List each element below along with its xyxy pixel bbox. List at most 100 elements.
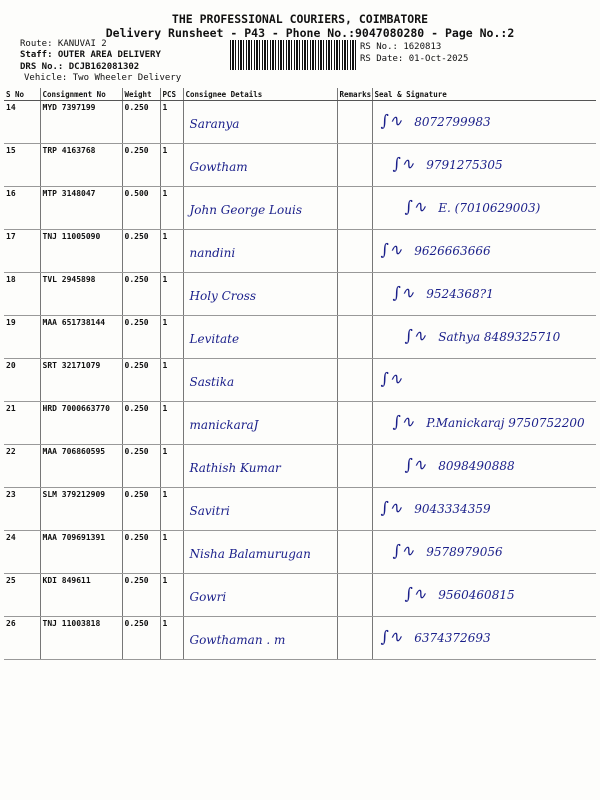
cell-signature: ∫∿ 6374372693 [371,616,596,660]
handwritten-signature: 6374372693 [414,631,491,645]
cell-sno: 17 [4,229,40,273]
cell-cn: SRT 32171079 [39,358,122,402]
cell-pcs: 1 [159,143,183,187]
cell-sno: 18 [4,272,40,316]
cell-sno: 25 [4,573,40,617]
handwritten-consignee: Sastika [189,375,235,389]
cell-signature: ∫∿ 9524368?1 [371,272,596,316]
cell-pcs: 1 [159,315,183,359]
cell-weight: 0.250 [121,616,160,660]
handwritten-signature: 9524368?1 [426,287,494,301]
cell-signature: ∫∿ 9791275305 [371,143,596,187]
cell-remarks [336,444,372,488]
cell-pcs: 1 [159,229,183,273]
cell-pcs: 1 [159,272,183,316]
signature-scribble-icon: ∫∿ [380,240,403,259]
cell-consignee: Holy Cross [182,272,337,316]
cell-signature: ∫∿ 9560460815 [371,573,596,617]
cell-signature: ∫∿ Sathya 8489325710 [371,315,596,359]
handwritten-consignee: Gowtham [189,160,248,174]
signature-scribble-icon: ∫∿ [380,111,403,130]
cell-pcs: 1 [159,616,183,660]
cell-cn: MAA 651738144 [39,315,122,359]
cell-weight: 0.250 [121,530,160,574]
cell-signature: ∫∿ 8072799983 [371,100,596,144]
cell-remarks [336,315,372,359]
handwritten-consignee: manickaraJ [189,418,259,432]
cell-sno: 24 [4,530,40,574]
cell-cn: MAA 709691391 [39,530,122,574]
cell-weight: 0.500 [121,186,160,230]
table-row: 18 TVL 2945898 0.250 1 Holy Cross ∫∿ 9524368?1 [4,272,596,316]
cell-consignee: John George Louis [182,186,337,230]
signature-scribble-icon: ∫∿ [392,154,415,173]
cell-weight: 0.250 [121,573,160,617]
cell-pcs: 1 [159,444,183,488]
cell-cn: KDI 849611 [39,573,122,617]
handwritten-signature: 9626663666 [414,244,491,258]
cell-signature: ∫∿ [371,358,596,402]
signature-scribble-icon: ∫∿ [404,326,427,345]
cell-pcs: 1 [159,100,183,144]
cell-signature: ∫∿ 9626663666 [371,229,596,273]
column-header: Seal & Signature [371,88,596,101]
cell-weight: 0.250 [121,358,160,402]
handwritten-consignee: Nisha Balamurugan [189,547,311,561]
cell-weight: 0.250 [121,229,160,273]
table-row: 22 MAA 706860595 0.250 1 Rathish Kumar ∫∿ 8098… [4,444,596,488]
signature-scribble-icon: ∫∿ [380,627,403,646]
handwritten-consignee: Holy Cross [189,289,257,303]
cell-signature: ∫∿ 9043334359 [371,487,596,531]
handwritten-consignee: John George Louis [189,203,302,217]
cell-cn: TNJ 11003818 [39,616,122,660]
cell-remarks [336,186,372,230]
signature-scribble-icon: ∫∿ [392,412,415,431]
cell-weight: 0.250 [121,444,160,488]
cell-weight: 0.250 [121,315,160,359]
document-title: THE PROFESSIONAL COURIERS, COIMBATORE [171,12,429,26]
column-header: S No [4,88,40,101]
signature-scribble-icon: ∫∿ [404,197,427,216]
handwritten-signature: 9578979056 [426,545,503,559]
cell-remarks [336,143,372,187]
table-row: 25 KDI 849611 0.250 1 Gowri ∫∿ 9560460815 [4,573,596,617]
cell-sno: 15 [4,143,40,187]
handwritten-signature: 8098490888 [438,459,515,473]
cell-remarks [336,100,372,144]
cell-cn: MYD 7397199 [39,100,122,144]
cell-consignee: Savitri [182,487,337,531]
cell-consignee: Gowthaman . m [182,616,337,660]
runsheet-subtitle: Delivery Runsheet - P43 - Phone No.:9047… [105,26,515,40]
cell-consignee: Nisha Balamurugan [182,530,337,574]
cell-signature: ∫∿ 8098490888 [371,444,596,488]
cell-consignee: Levitate [182,315,337,359]
signature-scribble-icon: ∫∿ [404,584,427,603]
signature-scribble-icon: ∫∿ [392,283,415,302]
cell-weight: 0.250 [121,401,160,445]
cell-sno: 22 [4,444,40,488]
handwritten-consignee: Rathish Kumar [189,461,281,475]
handwritten-signature: P.Manickaraj 9750752200 [426,416,585,430]
cell-remarks [336,487,372,531]
staff: Staff: OUTER AREA DELIVERY [20,50,161,60]
table-row: 24 MAA 709691391 0.250 1 Nisha Balamurugan ∫∿… [4,530,596,574]
cell-weight: 0.250 [121,487,160,531]
cell-cn: HRD 7000663770 [39,401,122,445]
table-row: 19 MAA 651738144 0.250 1 Levitate ∫∿ Sathya 84… [4,315,596,359]
table-row: 23 SLM 379212909 0.250 1 Savitri ∫∿ 9043334359 [4,487,596,531]
cell-remarks [336,616,372,660]
cell-cn: TVL 2945898 [39,272,122,316]
drs-number: DRS No.: DCJB162081302 [20,62,140,72]
cell-weight: 0.250 [121,100,160,144]
cell-pcs: 1 [159,487,183,531]
cell-signature: ∫∿ E. (7010629003) [371,186,596,230]
cell-sno: 19 [4,315,40,359]
cell-consignee: Saranya [182,100,337,144]
table-row: 17 TNJ 11005090 0.250 1 nandini ∫∿ 9626663666 [4,229,596,273]
cell-consignee: Gowri [182,573,337,617]
handwritten-consignee: Gowthaman . m [189,633,286,647]
cell-weight: 0.250 [121,272,160,316]
column-header: Remarks [336,88,372,101]
cell-pcs: 1 [159,530,183,574]
handwritten-signature: 9791275305 [426,158,503,172]
